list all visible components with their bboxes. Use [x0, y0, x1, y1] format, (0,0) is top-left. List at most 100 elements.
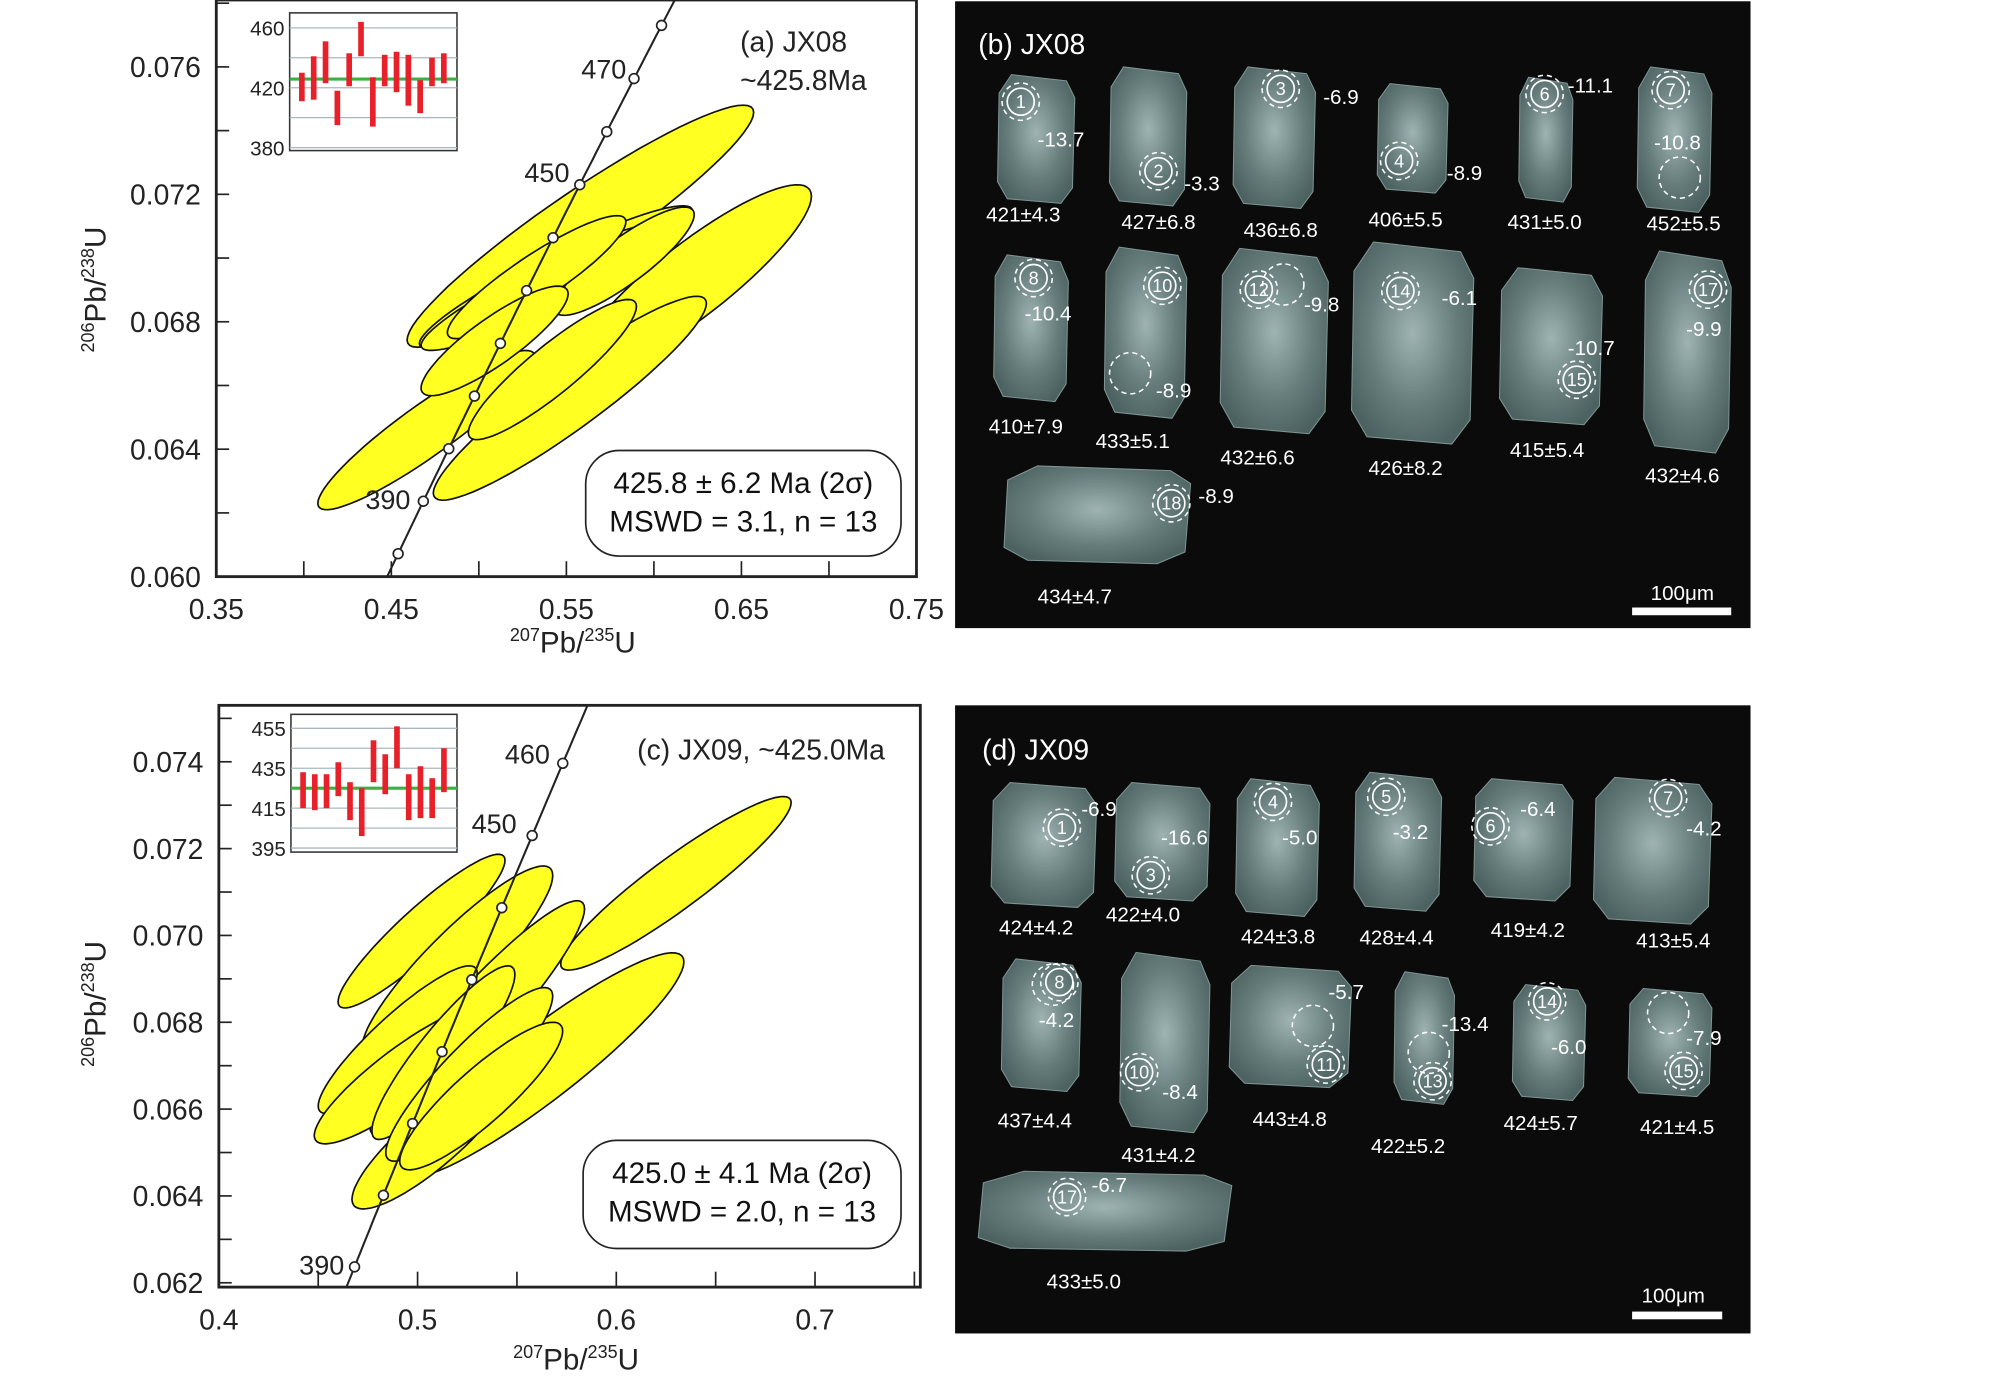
analysis-spot-circle — [1147, 271, 1177, 301]
epsilon-hf-value: -6.1 — [1442, 287, 1477, 310]
axis-label-part: Pb/ — [80, 277, 113, 322]
epsilon-hf-value: -7.9 — [1686, 1027, 1721, 1050]
zircon-grain-3: 3-16.6 422±4.0 — [1106, 782, 1211, 927]
epsilon-hf-value: -10.8 — [1654, 131, 1701, 154]
hf-spot-dashed-circle — [1527, 981, 1567, 1021]
spot-number: 8 — [1054, 973, 1064, 993]
epsilon-hf-value: -6.0 — [1551, 1036, 1586, 1059]
zircon-grain-image — [1627, 987, 1713, 1098]
zircon-grain-image — [1219, 247, 1329, 435]
inset-y-tick-label: 415 — [251, 798, 285, 821]
zircon-grain-image — [1353, 771, 1443, 912]
error-ellipses — [313, 795, 792, 1210]
weighted-age-text: 425.8 ± 6.2 Ma (2σ) — [613, 467, 873, 500]
y-tick-label: 0.074 — [133, 746, 204, 778]
error-ellipse-8 — [446, 214, 627, 340]
zircon-age-label: 421±4.5 — [1640, 1116, 1714, 1139]
hf-spot-dashed-circle — [1108, 351, 1152, 395]
axis-label-part: 238 — [78, 962, 98, 992]
zircon-age-label: 426±8.2 — [1368, 457, 1442, 480]
concordia-age-marker — [348, 1261, 361, 1273]
inset-age-bar-2 — [311, 774, 318, 811]
zircon-grain-4: 4 -8.9 406±5.5 — [1368, 83, 1482, 232]
axis-label-part: Pb/ — [543, 1343, 588, 1376]
zircon-age-label: 437±4.4 — [998, 1110, 1072, 1133]
weighted-mean-inset: 395 415 435 455 — [251, 713, 458, 861]
scale-bar — [1632, 607, 1732, 616]
axis-label-part: U — [80, 227, 113, 248]
spot-number: 4 — [1394, 151, 1404, 171]
sample-title: (a) JX08 — [740, 25, 847, 57]
y-tick-label: 0.072 — [133, 833, 204, 865]
analysis-spot-circle — [1532, 987, 1562, 1016]
zircon-grain-image — [1003, 465, 1192, 565]
zircon-grain-image — [977, 1170, 1233, 1252]
concordia-age-marker — [496, 902, 508, 914]
y-tick-label: 0.066 — [133, 1093, 204, 1125]
zircon-grain-image — [1119, 951, 1211, 1134]
epsilon-hf-value: -6.4 — [1520, 798, 1555, 821]
hf-spot-dashed-circle — [1142, 266, 1182, 306]
x-tick-label: 0.55 — [539, 593, 594, 625]
concordia-age-marker — [443, 442, 455, 455]
inset-y-tick-label: 460 — [250, 18, 284, 41]
concordia-age-marker — [468, 390, 481, 402]
plot-frame — [214, 0, 918, 579]
analysis-spot-circle — [1693, 275, 1723, 304]
spot-number: 15 — [1674, 1061, 1694, 1081]
analysis-spot-circle — [1530, 79, 1559, 109]
zircon-grain-image — [990, 782, 1098, 908]
epsilon-hf-value: -5.7 — [1328, 981, 1363, 1004]
spot-number: 18 — [1161, 494, 1181, 514]
error-ellipse-11 — [398, 1021, 564, 1171]
scale-bar — [1632, 1311, 1723, 1320]
zircon-age-label: 432±4.6 — [1645, 465, 1719, 488]
y-tick-label: 0.062 — [133, 1267, 204, 1299]
concordia-age-marker — [377, 1189, 390, 1201]
epsilon-hf-value: -10.7 — [1568, 337, 1615, 360]
y-tick-label: 0.072 — [130, 179, 201, 211]
zircon-grain-14: 14 -6.1 426±8.2 — [1351, 241, 1477, 480]
axis-label-part: Pb/ — [540, 627, 585, 660]
concordia-age-label: 470 — [581, 55, 626, 85]
zircon-grain-6: 6 -11.1 431±5.0 — [1507, 74, 1613, 234]
zircon-grain-18: 18 -8.9 434±4.7 — [1003, 465, 1234, 609]
zircon-age-label: 428±4.4 — [1359, 927, 1433, 950]
inset-age-bar-8 — [381, 54, 388, 87]
zircon-grain-image — [1000, 958, 1082, 1093]
zircon-age-label: 424±5.7 — [1504, 1112, 1578, 1135]
inset-age-bar-5 — [347, 782, 353, 821]
spot-number: 17 — [1698, 280, 1718, 300]
zircon-grain-image — [1518, 76, 1574, 203]
error-ellipses — [316, 104, 813, 511]
inset-age-bar-9 — [393, 51, 400, 93]
x-tick-label: 0.75 — [889, 593, 944, 625]
analysis-spot-circle — [1044, 967, 1074, 997]
zircon-grain-1: 1 -6.9 424±4.2 — [990, 782, 1117, 939]
epsilon-hf-value: -8.9 — [1198, 485, 1233, 508]
error-ellipse-4 — [432, 295, 708, 502]
analysis-spot-circle — [1144, 156, 1173, 186]
inset-age-bar-1 — [299, 72, 305, 102]
spot-number: 1 — [1057, 818, 1067, 838]
zircon-age-label: 433±5.0 — [1047, 1270, 1121, 1293]
zircon-grain-17: 17 -6.7 433±5.0 — [977, 1170, 1233, 1293]
concordia-age-marker — [557, 757, 569, 770]
concordia-age-label: 460 — [505, 739, 550, 769]
hf-spot-dashed-circle — [1131, 855, 1171, 895]
analysis-spot-circle — [1371, 782, 1401, 812]
inset-age-bar-12 — [429, 57, 435, 87]
inset-frame — [290, 713, 458, 853]
zircon-grain-image — [1643, 250, 1732, 454]
stats-box — [584, 449, 902, 557]
axis-label-part: Pb/ — [80, 992, 113, 1037]
zircon-age-label: 424±3.8 — [1241, 925, 1315, 948]
spot-number: 10 — [1152, 276, 1172, 296]
hf-spot-dashed-circle — [1042, 808, 1082, 848]
epsilon-hf-value: -11.1 — [1568, 75, 1613, 98]
concordia-age-label: 390 — [365, 485, 410, 515]
concordia-age-marker — [494, 337, 507, 350]
zircon-grain-8: 8 -10.4 410±7.9 — [989, 254, 1071, 439]
zircon-age-label: 433±5.1 — [1096, 430, 1170, 453]
analysis-spot-circle — [1653, 783, 1683, 813]
